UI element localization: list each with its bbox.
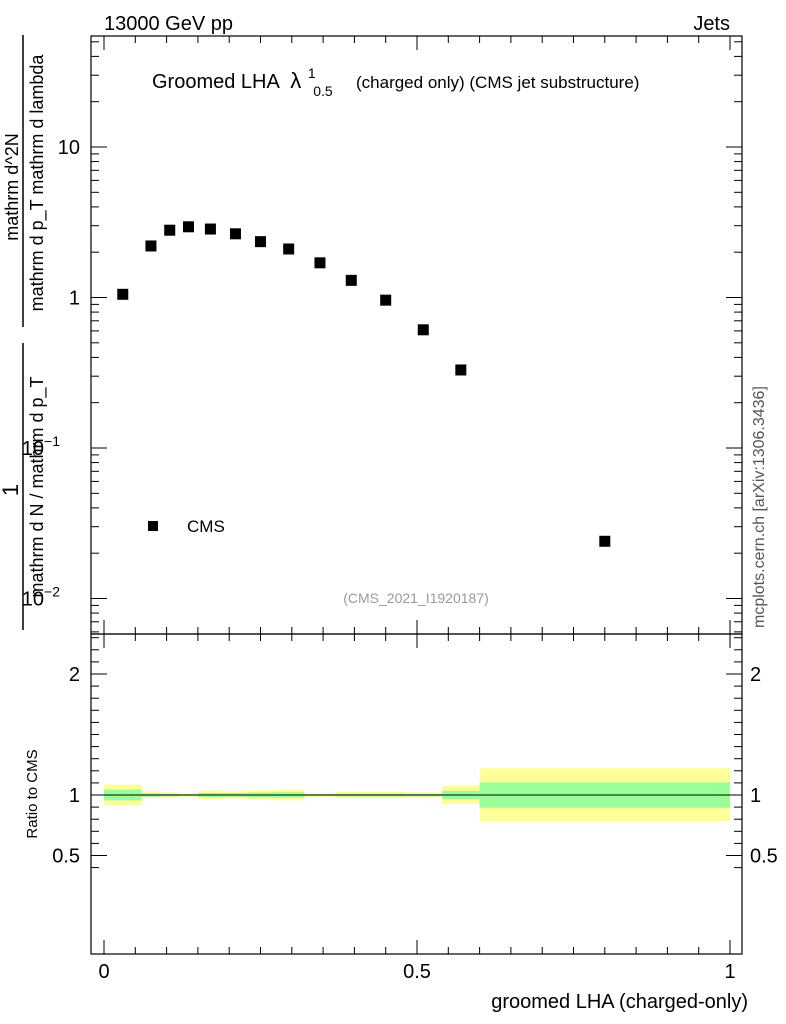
main-y-tick-label: 1 xyxy=(69,288,80,310)
title-symbol: λ xyxy=(290,68,301,93)
ylabel-rhs-numerator: mathrm d^2N xyxy=(2,133,22,240)
ylabel-denominator-text: mathrm d N / mathrm d p_T xyxy=(27,376,48,597)
data-series-cms xyxy=(117,221,611,547)
main-y-axis-label: 1 mathrm d N / mathrm d p_T mathrm d^2N … xyxy=(0,35,48,630)
ratio-y-tick-label-left: 0.5 xyxy=(52,846,80,868)
legend-marker xyxy=(148,521,158,531)
x-tick-label: 0 xyxy=(98,961,109,983)
ylabel-rhs-denominator: mathrm d p_T mathrm d lambda xyxy=(27,54,48,312)
ratio-y-axis-label: Ratio to CMS xyxy=(24,749,41,838)
title-main: Groomed LHA xyxy=(152,71,280,93)
data-point xyxy=(117,288,129,300)
ratio-y-tick-labels: 2 2 1 1 0.5 0.5 xyxy=(52,664,778,868)
title-rest: (charged only) (CMS jet substructure) xyxy=(356,73,639,92)
data-point xyxy=(229,228,241,240)
data-point xyxy=(455,364,467,376)
data-point xyxy=(283,243,295,255)
data-point xyxy=(145,240,157,252)
data-point xyxy=(183,221,195,233)
ratio-y-tick-label-left: 2 xyxy=(69,664,80,686)
ylabel-numerator: 1 xyxy=(0,484,23,496)
main-plot-frame xyxy=(90,35,743,635)
legend-label: CMS xyxy=(187,517,225,536)
data-point xyxy=(255,236,266,248)
tick-exponent: −2 xyxy=(44,584,60,600)
main-axis-ticks xyxy=(91,36,742,634)
data-point xyxy=(314,257,326,269)
main-y-tick-label: 10−1 xyxy=(22,433,60,460)
main-y-tick-label: 10−2 xyxy=(22,584,60,611)
analysis-label: (CMS_2021_I1920187) xyxy=(343,590,489,606)
data-point xyxy=(204,223,216,235)
x-tick-label: 1 xyxy=(724,961,735,983)
data-point xyxy=(417,324,429,336)
energy-label: 13000 GeV pp xyxy=(104,13,233,35)
title-subscript: 0.5 xyxy=(313,83,333,99)
ratio-axis-ticks xyxy=(91,634,742,954)
ratio-y-tick-label-right: 0.5 xyxy=(750,846,778,868)
ratio-x-tick-labels: 0 0.5 1 xyxy=(98,961,735,983)
side-label: mcplots.cern.ch [arXiv:1306.3436] xyxy=(751,386,768,628)
data-point xyxy=(345,274,357,286)
ratio-y-tick-label-right: 1 xyxy=(750,785,761,807)
ratio-y-tick-label-right: 2 xyxy=(750,664,761,686)
tick-base: 10 xyxy=(22,589,44,611)
data-point xyxy=(164,224,176,236)
x-tick-label: 0.5 xyxy=(403,961,431,983)
ratio-y-tick-label-left: 1 xyxy=(69,785,80,807)
data-point xyxy=(380,294,392,306)
ylabel-denominator: mathrm d N / mathrm d p_T xyxy=(27,376,48,597)
tick-base: 10 xyxy=(22,438,44,460)
tick-exponent: −1 xyxy=(44,433,60,449)
main-title: Groomed LHA λ 1 0.5 xyxy=(152,61,333,99)
category-label: Jets xyxy=(693,13,730,35)
data-point xyxy=(599,535,611,547)
main-y-tick-label: 10 xyxy=(58,137,80,159)
x-axis-label: groomed LHA (charged-only) xyxy=(491,991,748,1013)
title-superscript: 1 xyxy=(308,65,316,81)
